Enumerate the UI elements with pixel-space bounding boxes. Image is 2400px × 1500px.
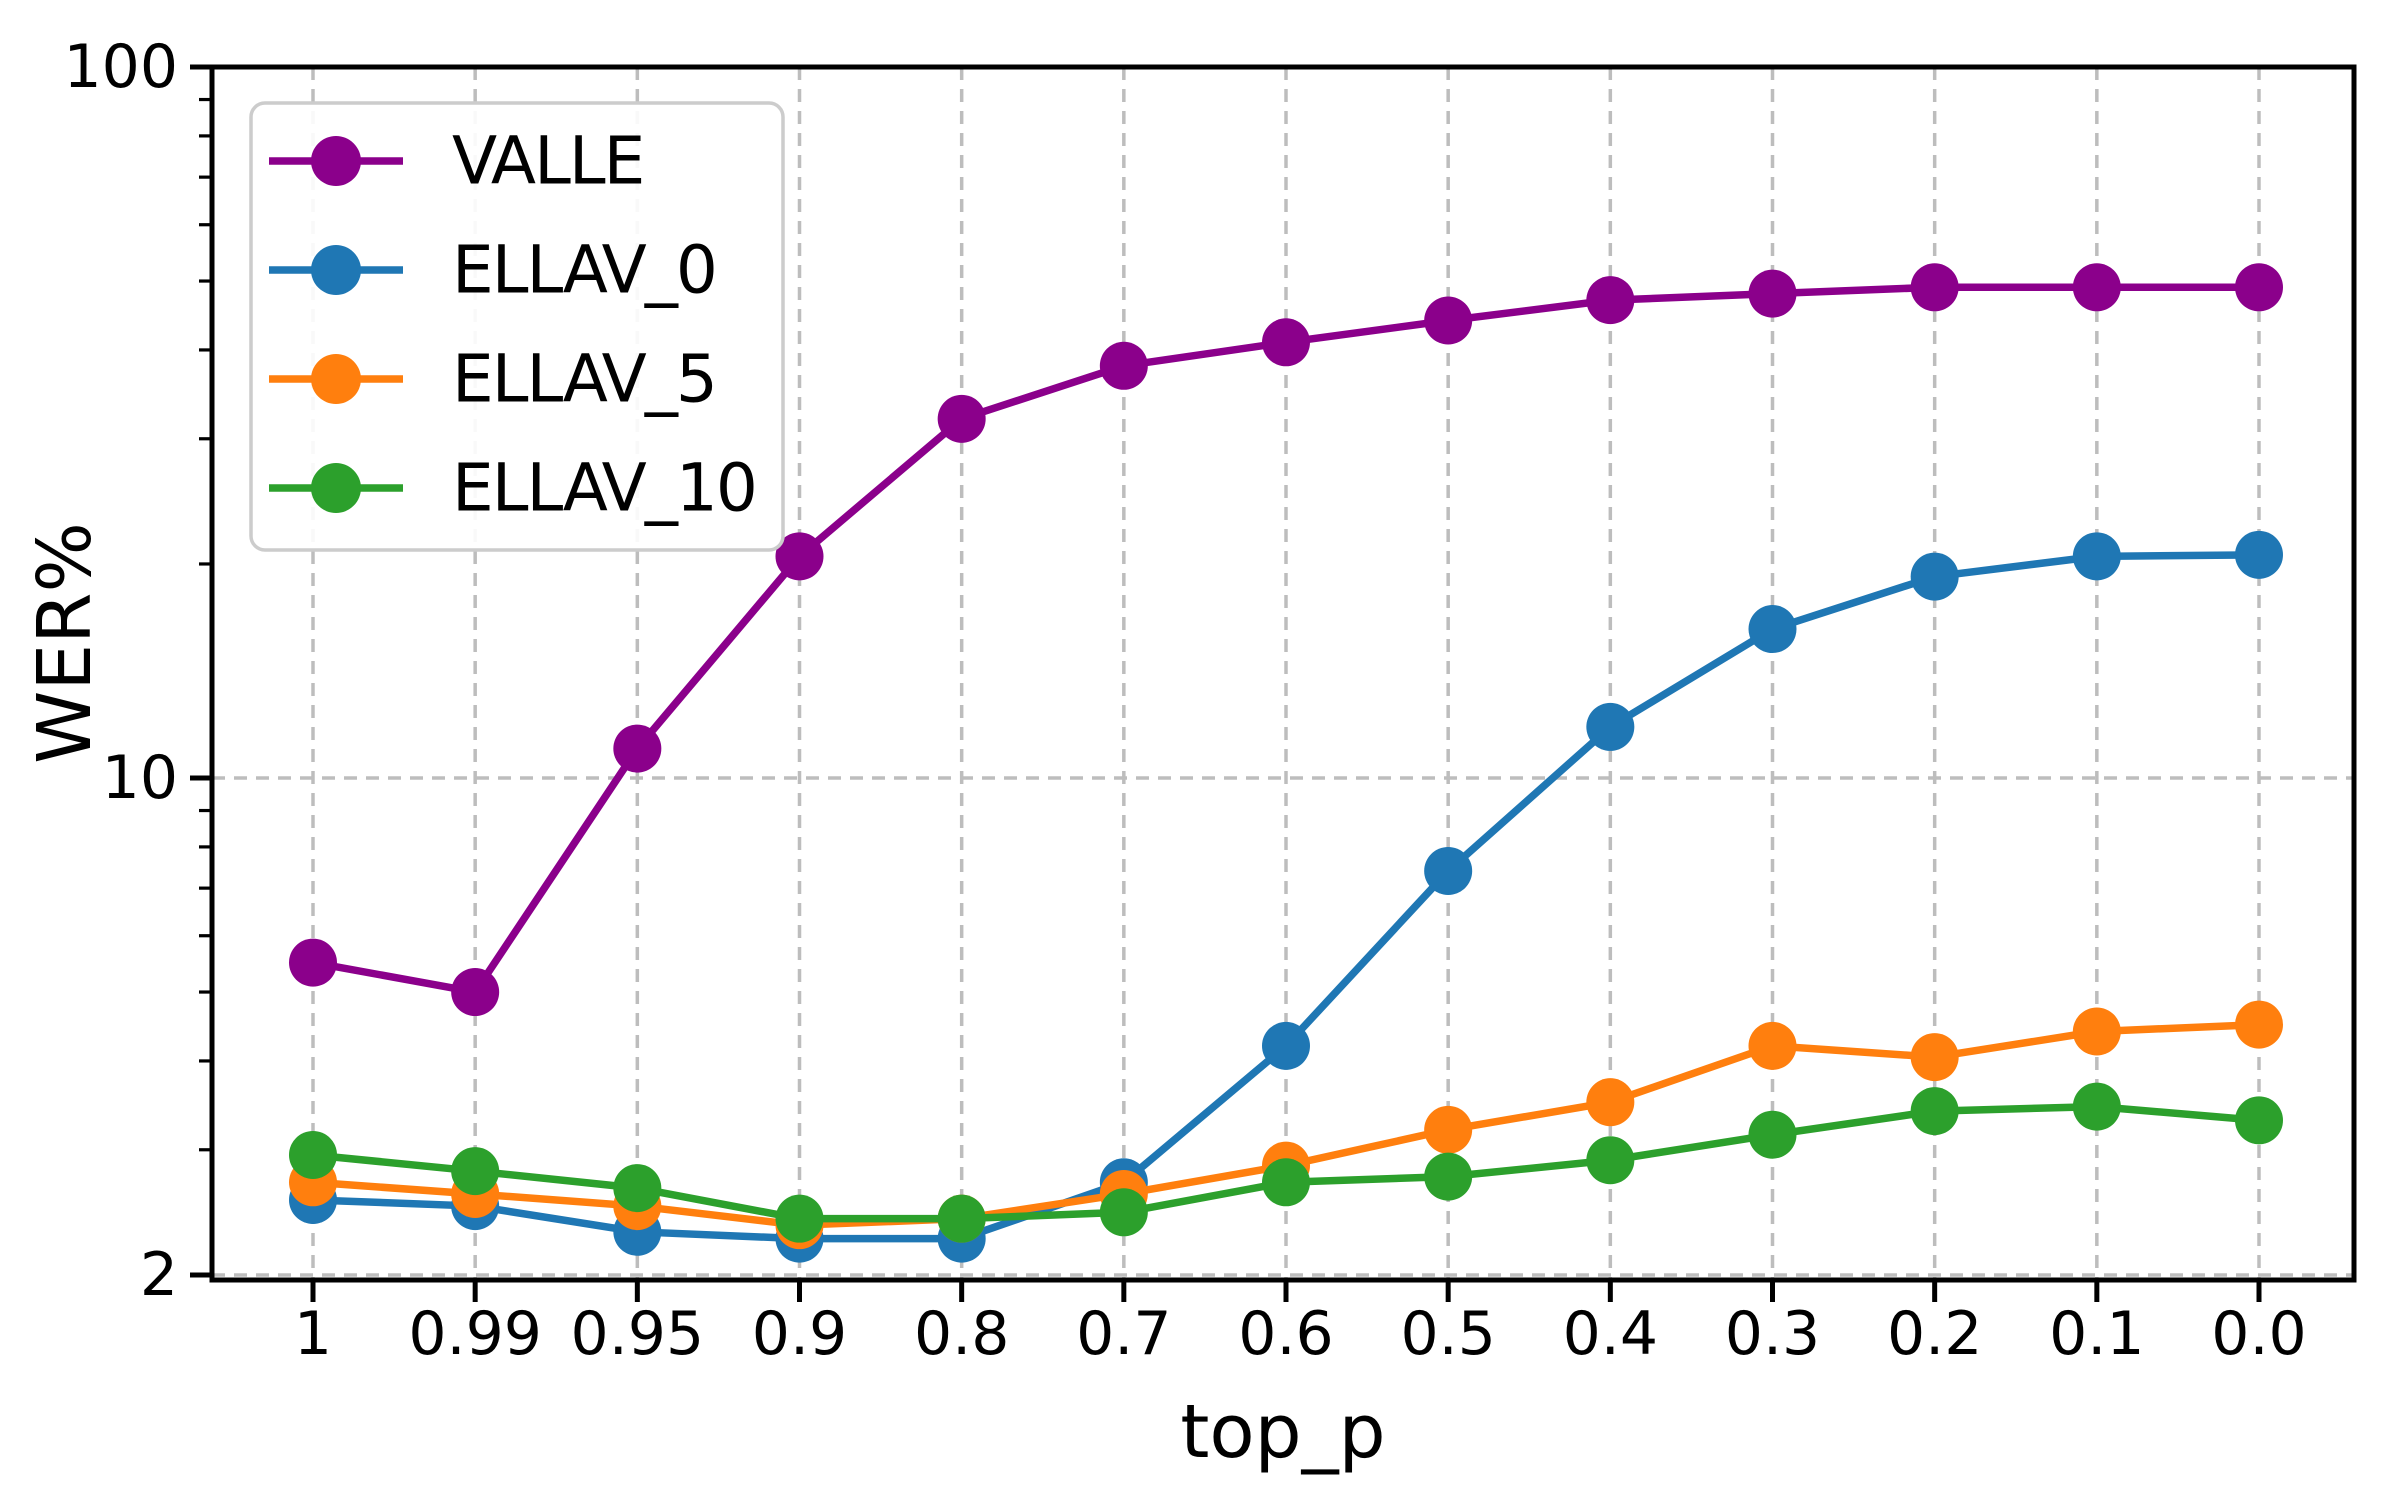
legend-label-ELLAV_10: ELLAV_10 (452, 450, 756, 527)
legend-item-ELLAV_0: ELLAV_0 (269, 232, 718, 309)
legend-label-ELLAV_0: ELLAV_0 (452, 232, 716, 309)
data-point-ELLAV_10 (289, 1130, 337, 1179)
data-point-ELLAV_5 (2235, 1000, 2283, 1049)
y-axis-label: WER% (22, 522, 108, 764)
x-axis-label: top_p (1180, 1389, 1385, 1475)
data-point-ELLAV_0 (1748, 605, 1797, 654)
data-point-ELLAV_5 (1748, 1021, 1797, 1070)
legend-marker-ELLAV_10 (311, 463, 361, 513)
data-point-ELLAV_10 (1748, 1110, 1797, 1159)
axis-ticks (190, 64, 2262, 1302)
data-point-VALLE (289, 938, 337, 987)
data-point-ELLAV_0 (1424, 846, 1473, 895)
data-point-VALLE (1586, 276, 1635, 325)
y-tick-label: 100 (63, 32, 178, 102)
x-tick-label: 0.4 (1563, 1299, 1658, 1369)
x-tick-label: 0.7 (1076, 1299, 1171, 1369)
data-point-ELLAV_0 (1910, 552, 1959, 601)
x-tick-label: 0.0 (2211, 1299, 2306, 1369)
data-point-ELLAV_10 (1099, 1188, 1148, 1237)
data-point-ELLAV_5 (1586, 1078, 1635, 1127)
data-point-VALLE (1099, 341, 1148, 390)
legend-marker-VALLE (311, 136, 361, 186)
x-tick-label: 0.5 (1400, 1299, 1495, 1369)
data-point-ELLAV_10 (775, 1194, 824, 1243)
legend-item-ELLAV_5: ELLAV_5 (269, 341, 718, 418)
x-tick-label: 0.6 (1238, 1299, 1333, 1369)
data-point-ELLAV_5 (1424, 1105, 1473, 1154)
plot-border (209, 64, 2357, 1283)
data-point-ELLAV_10 (2072, 1082, 2121, 1131)
data-point-ELLAV_0 (1262, 1021, 1310, 1070)
x-tick-label: 0.8 (914, 1299, 1009, 1369)
legend-label-ELLAV_5: ELLAV_5 (452, 341, 716, 418)
legend-marker-ELLAV_0 (311, 245, 361, 295)
data-point-ELLAV_0 (1586, 702, 1635, 751)
y-tick-label: 2 (140, 1240, 178, 1310)
data-point-VALLE (1910, 263, 1959, 312)
series-ELLAV_10 (289, 1082, 2283, 1243)
data-point-ELLAV_10 (613, 1164, 662, 1213)
x-tick-label: 0.3 (1725, 1299, 1820, 1369)
data-point-ELLAV_10 (1262, 1158, 1310, 1207)
data-point-VALLE (1748, 269, 1797, 318)
tick-labels: 100 10 2 1 0.99 0.95 0.9 0.8 0.7 0.6 0.5 0.4 0.3 0.2 0… (63, 32, 2306, 1369)
data-point-ELLAV_5 (2072, 1007, 2121, 1056)
data-point-ELLAV_0 (2235, 530, 2283, 579)
data-point-VALLE (1424, 296, 1473, 345)
x-tick-label: 0.9 (752, 1299, 847, 1369)
series-VALLE (289, 263, 2283, 1017)
data-point-VALLE (613, 724, 662, 773)
data-point-VALLE (775, 532, 824, 581)
data-point-ELLAV_10 (1424, 1152, 1473, 1201)
legend-item-ELLAV_10: ELLAV_10 (269, 450, 758, 527)
x-tick-label: 0.99 (408, 1299, 542, 1369)
data-point-VALLE (937, 394, 986, 443)
x-tick-label: 0.95 (571, 1299, 705, 1369)
legend-label-VALLE: VALLE (452, 123, 643, 200)
data-point-ELLAV_10 (1910, 1087, 1959, 1136)
data-point-ELLAV_10 (937, 1194, 986, 1243)
data-point-VALLE (451, 968, 500, 1017)
data-point-ELLAV_10 (1586, 1136, 1635, 1185)
x-tick-label: 1 (294, 1299, 332, 1369)
data-point-ELLAV_0 (2072, 532, 2121, 581)
y-tick-label: 10 (102, 743, 178, 813)
legend: VALLE ELLAV_0 ELLAV_5 ELLAV_10 (249, 101, 785, 552)
data-point-ELLAV_10 (451, 1147, 500, 1196)
data-point-VALLE (2072, 263, 2121, 312)
data-point-ELLAV_5 (1910, 1033, 1959, 1082)
x-tick-label: 0.2 (1887, 1299, 1982, 1369)
data-point-ELLAV_10 (2235, 1096, 2283, 1145)
x-tick-label: 0.1 (2049, 1299, 2144, 1369)
data-point-VALLE (2235, 263, 2283, 312)
legend-item-VALLE: VALLE (269, 123, 645, 200)
data-point-VALLE (1262, 318, 1310, 367)
legend-marker-ELLAV_5 (311, 354, 361, 404)
legend-box (249, 101, 785, 552)
